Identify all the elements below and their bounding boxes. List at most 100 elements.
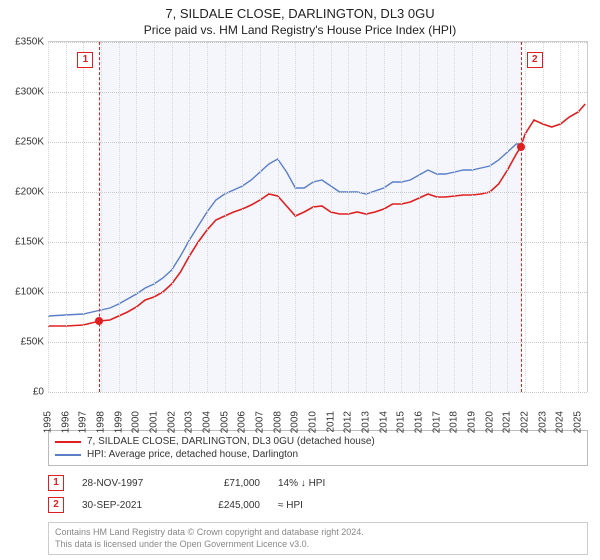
- x-axis-label: 2014: [378, 411, 389, 433]
- marker-relation: 14% ↓ HPI: [278, 478, 358, 489]
- y-axis-label: £300K: [0, 87, 44, 98]
- x-axis-label: 2019: [467, 411, 478, 433]
- gridline-vertical: [401, 42, 402, 392]
- gridline-horizontal: [48, 242, 587, 243]
- x-axis-label: 2006: [237, 411, 248, 433]
- marker-id-box: 2: [48, 497, 64, 513]
- gridline-vertical: [348, 42, 349, 392]
- x-axis-label: 2007: [255, 411, 266, 433]
- price-point-marker: [517, 143, 525, 151]
- gridline-vertical: [189, 42, 190, 392]
- x-axis-label: 2013: [361, 411, 372, 433]
- y-axis-label: £350K: [0, 37, 44, 48]
- marker-table: 1 28-NOV-1997 £71,000 14% ↓ HPI 2 30-SEP…: [48, 472, 588, 516]
- legend-label: 7, SILDALE CLOSE, DARLINGTON, DL3 0GU (d…: [87, 436, 375, 447]
- gridline-vertical: [578, 42, 579, 392]
- gridline-vertical: [560, 42, 561, 392]
- x-axis-label: 2004: [202, 411, 213, 433]
- gridline-vertical: [83, 42, 84, 392]
- marker-relation: ≈ HPI: [278, 500, 358, 511]
- x-axis-label: 2002: [166, 411, 177, 433]
- x-axis-label: 1995: [43, 411, 54, 433]
- x-axis-label: 2015: [396, 411, 407, 433]
- gridline-vertical: [48, 42, 49, 392]
- x-axis-label: 2024: [555, 411, 566, 433]
- x-axis-label: 2005: [219, 411, 230, 433]
- gridline-vertical: [437, 42, 438, 392]
- gridline-vertical: [207, 42, 208, 392]
- gridline-horizontal: [48, 292, 587, 293]
- gridline-vertical: [172, 42, 173, 392]
- x-axis-label: 2016: [414, 411, 425, 433]
- marker-table-row: 1 28-NOV-1997 £71,000 14% ↓ HPI: [48, 472, 588, 494]
- gridline-horizontal: [48, 392, 587, 393]
- gridline-vertical: [313, 42, 314, 392]
- gridline-vertical: [260, 42, 261, 392]
- marker-table-row: 2 30-SEP-2021 £245,000 ≈ HPI: [48, 494, 588, 516]
- marker-id-box: 1: [77, 52, 93, 68]
- legend-row: 7, SILDALE CLOSE, DARLINGTON, DL3 0GU (d…: [55, 435, 581, 448]
- gridline-vertical: [242, 42, 243, 392]
- gridline-vertical: [525, 42, 526, 392]
- gridline-vertical: [136, 42, 137, 392]
- gridline-vertical: [454, 42, 455, 392]
- x-axis-label: 2009: [290, 411, 301, 433]
- gridline-vertical: [419, 42, 420, 392]
- chart-lines-svg: [48, 42, 587, 392]
- footer-line: Contains HM Land Registry data © Crown c…: [55, 527, 581, 539]
- gridline-vertical: [384, 42, 385, 392]
- marker-vertical-line: [99, 42, 100, 392]
- gridline-vertical: [119, 42, 120, 392]
- y-axis-label: £0: [0, 387, 44, 398]
- gridline-vertical: [331, 42, 332, 392]
- x-axis-label: 2000: [131, 411, 142, 433]
- y-axis-label: £250K: [0, 137, 44, 148]
- x-axis-label: 2011: [325, 411, 336, 433]
- gridline-vertical: [225, 42, 226, 392]
- x-axis-label: 2017: [431, 411, 442, 433]
- y-axis-label: £150K: [0, 237, 44, 248]
- x-axis-label: 1998: [96, 411, 107, 433]
- x-axis-label: 1997: [78, 411, 89, 433]
- gridline-vertical: [154, 42, 155, 392]
- x-axis-label: 2025: [573, 411, 584, 433]
- gridline-vertical: [472, 42, 473, 392]
- x-axis-label: 2003: [184, 411, 195, 433]
- x-axis-label: 2008: [272, 411, 283, 433]
- x-axis-label: 2023: [537, 411, 548, 433]
- y-axis-label: £200K: [0, 187, 44, 198]
- legend-label: HPI: Average price, detached house, Darl…: [87, 449, 298, 460]
- marker-price: £71,000: [190, 478, 260, 489]
- x-axis-label: 2001: [149, 411, 160, 433]
- x-axis-label: 2021: [502, 411, 513, 433]
- gridline-vertical: [490, 42, 491, 392]
- gridline-horizontal: [48, 192, 587, 193]
- marker-id-box: 2: [527, 52, 543, 68]
- chart-title-address: 7, SILDALE CLOSE, DARLINGTON, DL3 0GU: [0, 0, 600, 21]
- gridline-vertical: [543, 42, 544, 392]
- legend-row: HPI: Average price, detached house, Darl…: [55, 448, 581, 461]
- gridline-vertical: [101, 42, 102, 392]
- chart-container: 7, SILDALE CLOSE, DARLINGTON, DL3 0GU Pr…: [0, 0, 600, 560]
- marker-price: £245,000: [190, 500, 260, 511]
- marker-date: 30-SEP-2021: [82, 500, 172, 511]
- marker-vertical-line: [521, 42, 522, 392]
- gridline-vertical: [507, 42, 508, 392]
- marker-date: 28-NOV-1997: [82, 478, 172, 489]
- gridline-vertical: [278, 42, 279, 392]
- y-axis-label: £50K: [0, 337, 44, 348]
- x-axis-label: 2012: [343, 411, 354, 433]
- gridline-horizontal: [48, 342, 587, 343]
- x-axis-label: 2010: [308, 411, 319, 433]
- marker-id-box: 1: [48, 475, 64, 491]
- chart-title-subtitle: Price paid vs. HM Land Registry's House …: [0, 21, 600, 41]
- x-axis-label: 1996: [60, 411, 71, 433]
- y-axis-label: £100K: [0, 287, 44, 298]
- legend: 7, SILDALE CLOSE, DARLINGTON, DL3 0GU (d…: [48, 430, 588, 466]
- gridline-vertical: [66, 42, 67, 392]
- footer-line: This data is licensed under the Open Gov…: [55, 539, 581, 551]
- gridline-horizontal: [48, 42, 587, 43]
- x-axis-label: 2022: [520, 411, 531, 433]
- gridline-horizontal: [48, 142, 587, 143]
- legend-swatch: [55, 441, 81, 443]
